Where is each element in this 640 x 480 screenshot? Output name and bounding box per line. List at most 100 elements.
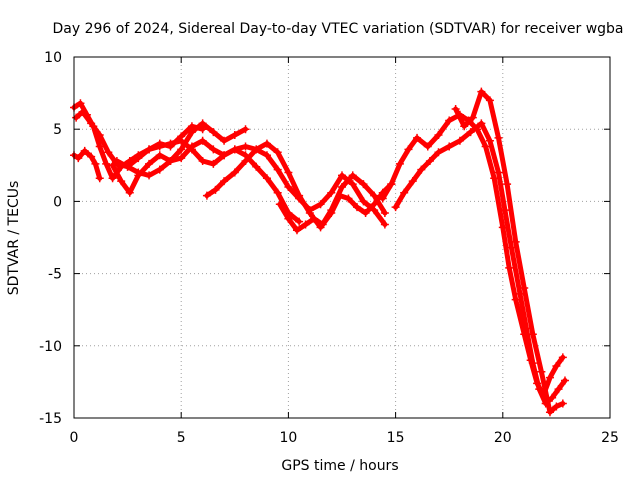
data-point	[241, 156, 250, 165]
data-point	[80, 146, 89, 155]
data-point	[78, 107, 87, 116]
y-tick-label: 10	[44, 50, 62, 66]
data-point	[400, 188, 409, 197]
data-point	[485, 136, 494, 145]
data-point	[104, 148, 113, 157]
data-point	[230, 168, 239, 177]
data-point	[292, 226, 301, 235]
y-tick-label: 0	[53, 194, 62, 210]
data-point	[425, 156, 434, 165]
data-point	[198, 119, 207, 128]
data-point	[301, 220, 310, 229]
x-tick-label: 10	[279, 430, 297, 446]
series-4	[108, 136, 304, 226]
data-point	[166, 156, 175, 165]
data-point	[503, 180, 512, 189]
data-point	[545, 373, 554, 382]
series-trail	[73, 109, 248, 178]
y-axis-label: SDTVAR / TECUs	[6, 181, 22, 296]
data-point	[262, 139, 271, 148]
data-point	[252, 162, 261, 171]
data-point	[477, 87, 486, 96]
plot-frame	[73, 56, 611, 419]
data-point	[468, 113, 477, 122]
data-point	[535, 385, 544, 394]
data-point	[318, 220, 327, 229]
data-point	[284, 182, 293, 191]
data-point	[445, 116, 454, 125]
data-point	[455, 136, 464, 145]
data-point	[558, 353, 567, 362]
data-point	[198, 136, 207, 145]
series-10	[451, 87, 567, 417]
data-point	[155, 151, 164, 160]
data-point	[87, 152, 96, 161]
data-point	[155, 142, 164, 151]
x-tick-label: 0	[70, 430, 79, 446]
data-point	[295, 217, 304, 226]
data-point	[404, 145, 413, 154]
y-tick-label: 5	[53, 122, 62, 138]
data-point	[134, 154, 143, 163]
data-point	[117, 177, 126, 186]
data-point	[511, 295, 520, 304]
data-point	[552, 362, 561, 371]
data-point	[284, 214, 293, 223]
data-point	[310, 214, 319, 223]
data-point	[560, 376, 569, 385]
data-point	[220, 177, 229, 186]
x-axis-label: GPS time / hours	[281, 458, 398, 474]
y-tick-label: -10	[39, 339, 62, 355]
data-point	[145, 145, 154, 154]
data-point	[554, 385, 563, 394]
data-point	[477, 119, 486, 128]
data-point	[102, 159, 111, 168]
data-point	[511, 237, 520, 246]
data-point	[209, 159, 218, 168]
data-point	[545, 408, 554, 417]
data-point	[241, 142, 250, 151]
data-point	[145, 159, 154, 168]
data-series	[70, 87, 569, 417]
data-point	[348, 180, 357, 189]
data-point	[252, 145, 261, 154]
data-point	[177, 145, 186, 154]
data-point	[359, 197, 368, 206]
series-trail	[453, 89, 566, 415]
data-point	[338, 182, 346, 191]
data-point	[466, 128, 475, 137]
data-point	[177, 136, 186, 145]
data-point	[485, 96, 494, 105]
data-point	[327, 188, 336, 197]
data-point	[460, 122, 469, 131]
data-point	[145, 171, 154, 180]
data-point	[417, 165, 426, 174]
data-point	[74, 154, 83, 163]
series-7	[275, 180, 396, 235]
data-point	[552, 402, 561, 411]
data-point	[275, 200, 284, 209]
data-point	[387, 180, 396, 189]
data-point	[537, 367, 546, 376]
data-point	[316, 200, 325, 209]
data-point	[413, 133, 422, 142]
data-point	[91, 159, 100, 168]
chart-title: Day 296 of 2024, Sidereal Day-to-day VTE…	[52, 21, 623, 37]
data-point	[395, 159, 404, 168]
data-point	[108, 161, 117, 170]
data-point	[177, 154, 186, 163]
data-point	[220, 151, 229, 160]
data-point	[515, 289, 524, 298]
x-tick-label: 15	[387, 430, 405, 446]
data-point	[494, 168, 503, 177]
y-tick-label: -5	[48, 267, 62, 283]
data-point	[87, 119, 96, 128]
data-point	[361, 208, 370, 217]
data-point	[95, 130, 104, 139]
series-trail	[204, 141, 388, 230]
data-point	[284, 168, 293, 177]
data-point	[558, 399, 567, 408]
data-point	[166, 139, 175, 148]
data-point	[481, 142, 490, 151]
